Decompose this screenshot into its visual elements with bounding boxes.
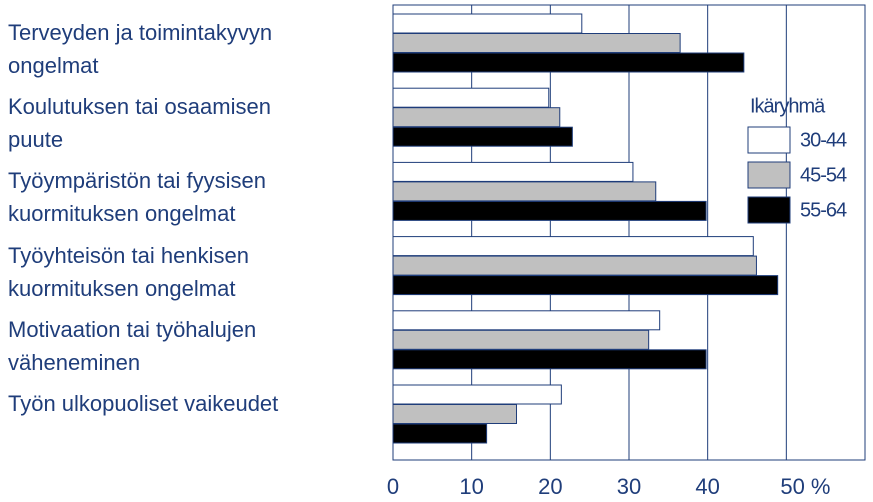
bar (392, 236, 754, 257)
category-label: Terveyden ja toimintakyvyn ongelmat (8, 20, 273, 78)
legend-label: 55-64 (800, 199, 847, 221)
legend-swatch (747, 196, 791, 224)
bar (392, 161, 634, 182)
bar (392, 33, 681, 53)
x-tick-label: 30 (617, 474, 641, 499)
category-label: Työn ulkopuoliset vaikeudet (8, 391, 279, 416)
category-label: Motivaation tai työhalujen väheneminen (8, 316, 257, 375)
legend-label: 45-54 (800, 164, 847, 186)
bar (392, 126, 573, 147)
legend-label: 30-44 (800, 129, 847, 151)
x-tick-label: 40 (695, 474, 719, 499)
category-label: Koulutuksen tai osaamisen puute (8, 94, 271, 153)
legend-swatch (747, 161, 791, 189)
x-tick-label: 20 (538, 474, 562, 499)
bar (392, 310, 661, 331)
bar (392, 275, 779, 296)
category-label: Työympäristön tai fyysisen kuormituksen … (8, 168, 266, 227)
bar (392, 255, 757, 276)
bar (392, 329, 650, 350)
bar (392, 87, 550, 108)
legend-title: Ikäryhmä (750, 95, 826, 117)
bar (392, 13, 583, 34)
category-label: Työyhteisön tai henkisen kuormituksen on… (8, 242, 249, 301)
x-tick-label: 0 (387, 474, 399, 499)
bar (392, 200, 707, 221)
bar (392, 404, 518, 424)
bar (392, 181, 657, 202)
legend-swatch (747, 126, 791, 154)
bar (392, 107, 561, 128)
bar (392, 52, 745, 73)
bar (392, 349, 707, 370)
x-tick-label: 50 % (780, 474, 830, 499)
x-tick-label: 10 (459, 474, 483, 499)
bar (392, 384, 562, 405)
bar (392, 423, 488, 444)
